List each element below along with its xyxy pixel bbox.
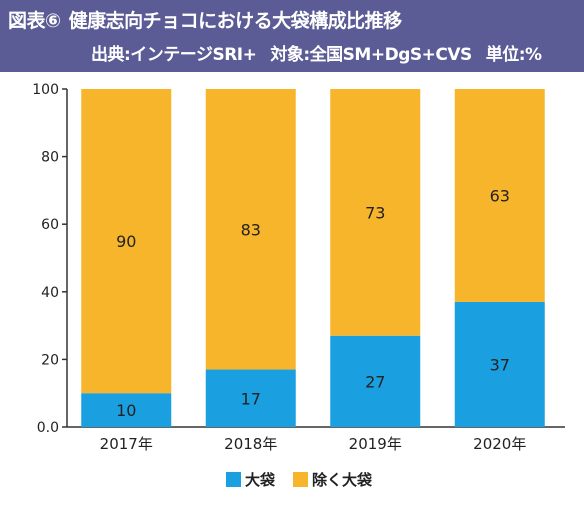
bar-non-large-bag (205, 89, 296, 370)
bar-large-bag (205, 369, 296, 427)
x-tick-label: 2019年 (349, 435, 402, 453)
data-label: 83 (241, 220, 261, 239)
chart-subtitle: 出典:インテージSRI+ 対象:全国SM+DgS+CVS 単位:% (91, 40, 542, 65)
data-label: 17 (241, 389, 261, 408)
unit-text: 単位:% (485, 45, 542, 65)
y-tick-label: 100 (32, 82, 59, 98)
data-label: 63 (490, 186, 510, 205)
title-text: 健康志向チョコにおける大袋構成比推移 (68, 10, 403, 32)
bar-non-large-bag (454, 89, 545, 302)
chart-title: 図表⑥ 健康志向チョコにおける大袋構成比推移 (8, 6, 402, 33)
data-label: 73 (365, 203, 385, 222)
figure-label: 図表⑥ (8, 10, 61, 32)
scope-text: 対象:全国SM+DgS+CVS (270, 45, 472, 65)
legend-item-large-bag: 大袋 (226, 469, 275, 490)
legend-label-non-large-bag: 除く大袋 (312, 471, 373, 489)
bar-non-large-bag (81, 89, 172, 394)
data-label: 37 (490, 355, 510, 374)
legend-swatch-large-bag (226, 472, 241, 487)
y-tick-label: 20 (41, 352, 59, 368)
bar-large-bag (330, 335, 421, 427)
bar-large-bag (454, 301, 545, 427)
x-tick-label: 2020年 (473, 435, 526, 453)
legend-item-non-large-bag: 除く大袋 (293, 469, 372, 490)
legend-swatch-non-large-bag (293, 472, 309, 487)
legend-label-large-bag: 大袋 (245, 471, 276, 489)
y-tick-label: 80 (41, 150, 59, 166)
data-label: 90 (116, 232, 136, 251)
data-label: 10 (116, 401, 136, 420)
source-text: 出典:インテージSRI+ (91, 45, 257, 65)
bar-non-large-bag (330, 89, 421, 336)
stacked-bar-chart: 0.0 20 40 60 80 100 10 90 2017年 17 83 2018年 27 73 2019… (32, 82, 565, 453)
y-tick-label: 40 (41, 285, 59, 301)
data-label: 27 (365, 372, 385, 391)
x-tick-label: 2017年 (100, 435, 153, 453)
y-tick-label: 0.0 (37, 420, 59, 436)
bar-large-bag (81, 393, 172, 427)
chart-header: 図表⑥ 健康志向チョコにおける大袋構成比推移 出典:インテージSRI+ 対象:全国S… (0, 0, 584, 72)
legend: 大袋 除く大袋 (226, 469, 390, 490)
y-tick-label: 60 (41, 217, 59, 233)
x-tick-label: 2018年 (224, 435, 277, 453)
